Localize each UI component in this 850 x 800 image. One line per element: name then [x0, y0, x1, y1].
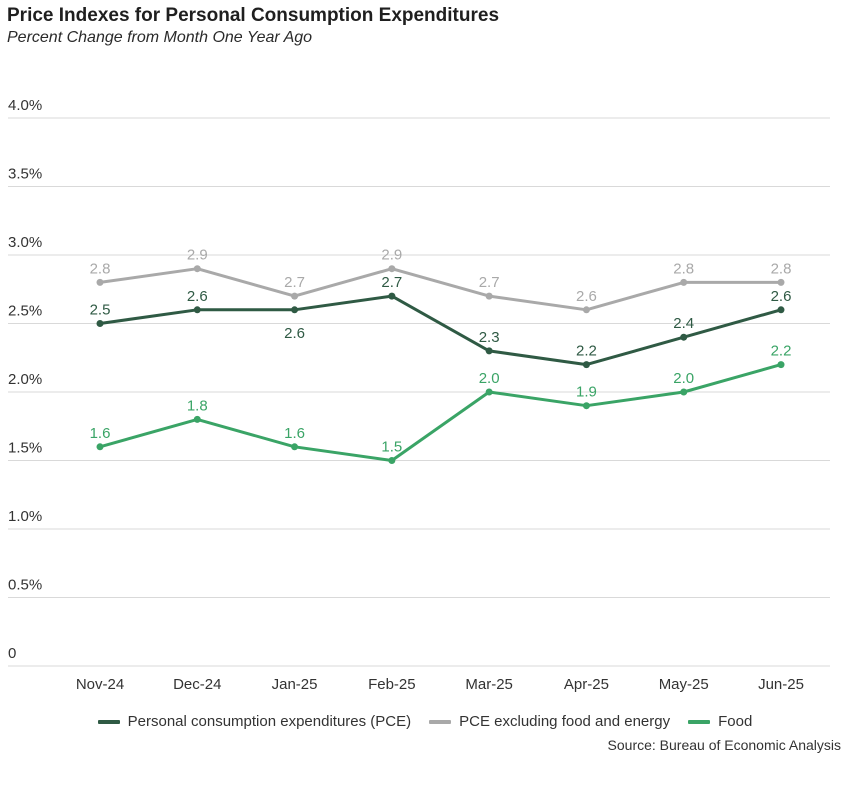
data-label-food: 2.0: [479, 370, 500, 387]
x-tick-label: Jun-25: [758, 676, 804, 693]
data-point-pce[interactable]: [582, 361, 590, 369]
legend-label-food: Food: [718, 713, 753, 730]
legend-item-pce[interactable]: Personal consumption expenditures (PCE): [97, 713, 412, 730]
chart-title: Price Indexes for Personal Consumption E…: [7, 5, 500, 26]
data-label-food: 1.9: [576, 384, 597, 401]
data-label-core-pce: 2.8: [90, 260, 111, 277]
y-tick-label: 2.0%: [8, 371, 42, 388]
y-tick-label: 3.5%: [8, 166, 42, 183]
legend-item-food[interactable]: Food: [688, 713, 752, 730]
data-label-core-pce: 2.9: [381, 247, 402, 264]
source-note: Source: Bureau of Economic Analysis: [607, 737, 841, 753]
line-chart: 0 0.5% 1.0% 1.5% 2.0% 2.5% 3.0% 3.5% 4.0% Nov-24…: [8, 97, 830, 693]
y-tick-label: 1.0%: [8, 508, 42, 525]
series-core-pce: [96, 265, 785, 314]
data-label-core-pce: 2.7: [284, 274, 305, 291]
data-label-food: 2.0: [673, 370, 694, 387]
data-point-core-pce[interactable]: [680, 278, 688, 286]
data-point-core-pce[interactable]: [96, 278, 104, 286]
data-labels: 2.8 2.9 2.7 2.9 2.7 2.6 2.8 2.8 2.5 2.6 2.6 2.7 2.3 2…: [90, 247, 792, 456]
data-label-core-pce: 2.9: [187, 247, 208, 264]
series-line-food: [99, 363, 782, 462]
series-line-pce: [99, 294, 782, 367]
x-tick-label: Feb-25: [368, 676, 416, 693]
data-point-pce[interactable]: [291, 306, 299, 314]
data-point-pce[interactable]: [388, 292, 396, 300]
x-tick-label: Jan-25: [272, 676, 318, 693]
legend-label-pce: Personal consumption expenditures (PCE): [127, 713, 412, 730]
y-tick-label: 4.0%: [8, 97, 42, 114]
data-label-core-pce: 2.8: [673, 260, 694, 277]
y-axis-ticks: 0 0.5% 1.0% 1.5% 2.0% 2.5% 3.0% 3.5% 4.0%: [8, 97, 42, 662]
data-label-pce: 2.4: [673, 315, 694, 332]
data-point-food[interactable]: [96, 443, 104, 451]
x-axis-ticks: Nov-24 Dec-24 Jan-25 Feb-25 Mar-25 Apr-25 May-…: [76, 676, 804, 693]
data-point-core-pce[interactable]: [291, 292, 299, 300]
data-label-pce: 2.2: [576, 343, 597, 360]
data-label-food: 1.6: [90, 425, 111, 442]
data-point-core-pce[interactable]: [485, 292, 493, 300]
data-label-food: 1.8: [187, 397, 208, 414]
data-point-pce[interactable]: [96, 320, 104, 327]
data-point-food[interactable]: [680, 388, 688, 396]
data-label-pce: 2.6: [284, 325, 305, 342]
x-tick-label: Apr-25: [564, 676, 609, 693]
data-label-pce: 2.3: [479, 329, 500, 346]
series-line-core-pce: [99, 267, 781, 312]
data-point-food[interactable]: [291, 443, 299, 451]
legend-swatch-food: [688, 719, 711, 724]
data-label-pce: 2.6: [771, 288, 792, 305]
data-label-pce: 2.6: [187, 288, 208, 305]
data-point-core-pce[interactable]: [777, 278, 785, 286]
y-tick-label: 2.5%: [8, 303, 42, 320]
data-point-core-pce[interactable]: [582, 306, 590, 314]
legend-swatch-core-pce: [429, 719, 452, 724]
legend-swatch-pce: [97, 719, 120, 724]
data-point-pce[interactable]: [193, 306, 201, 314]
series-pce: [96, 292, 785, 369]
legend: Personal consumption expenditures (PCE) …: [0, 713, 850, 730]
x-tick-label: Nov-24: [76, 676, 124, 693]
legend-item-core-pce[interactable]: PCE excluding food and energy: [429, 713, 670, 730]
data-label-pce: 2.7: [381, 274, 402, 291]
data-point-food[interactable]: [485, 388, 493, 396]
x-tick-label: Dec-24: [173, 676, 221, 693]
data-label-pce: 2.5: [90, 302, 111, 319]
series-food: [96, 361, 785, 464]
y-tick-label: 0: [8, 645, 16, 662]
data-point-food[interactable]: [582, 402, 590, 410]
y-tick-label: 0.5%: [8, 577, 42, 594]
data-point-core-pce[interactable]: [388, 265, 396, 273]
data-label-core-pce: 2.6: [576, 288, 597, 305]
data-point-pce[interactable]: [485, 347, 493, 355]
x-tick-label: Mar-25: [465, 676, 513, 693]
data-label-food: 1.5: [381, 439, 402, 456]
gridlines: [8, 117, 830, 667]
data-label-core-pce: 2.8: [771, 260, 792, 277]
legend-label-core-pce: PCE excluding food and energy: [459, 713, 671, 730]
series-lines: [96, 265, 785, 464]
data-label-core-pce: 2.7: [479, 274, 500, 291]
data-point-food[interactable]: [777, 361, 785, 369]
data-point-pce[interactable]: [680, 333, 688, 341]
data-label-food: 1.6: [284, 425, 305, 442]
chart-subtitle: Percent Change from Month One Year Ago: [7, 29, 313, 46]
data-label-food: 2.2: [771, 343, 792, 360]
y-tick-label: 1.5%: [8, 440, 42, 457]
data-point-pce[interactable]: [777, 306, 785, 314]
y-tick-label: 3.0%: [8, 234, 42, 251]
data-point-food[interactable]: [193, 415, 201, 423]
data-point-core-pce[interactable]: [193, 265, 201, 273]
data-point-food[interactable]: [388, 457, 396, 464]
x-tick-label: May-25: [659, 676, 709, 693]
